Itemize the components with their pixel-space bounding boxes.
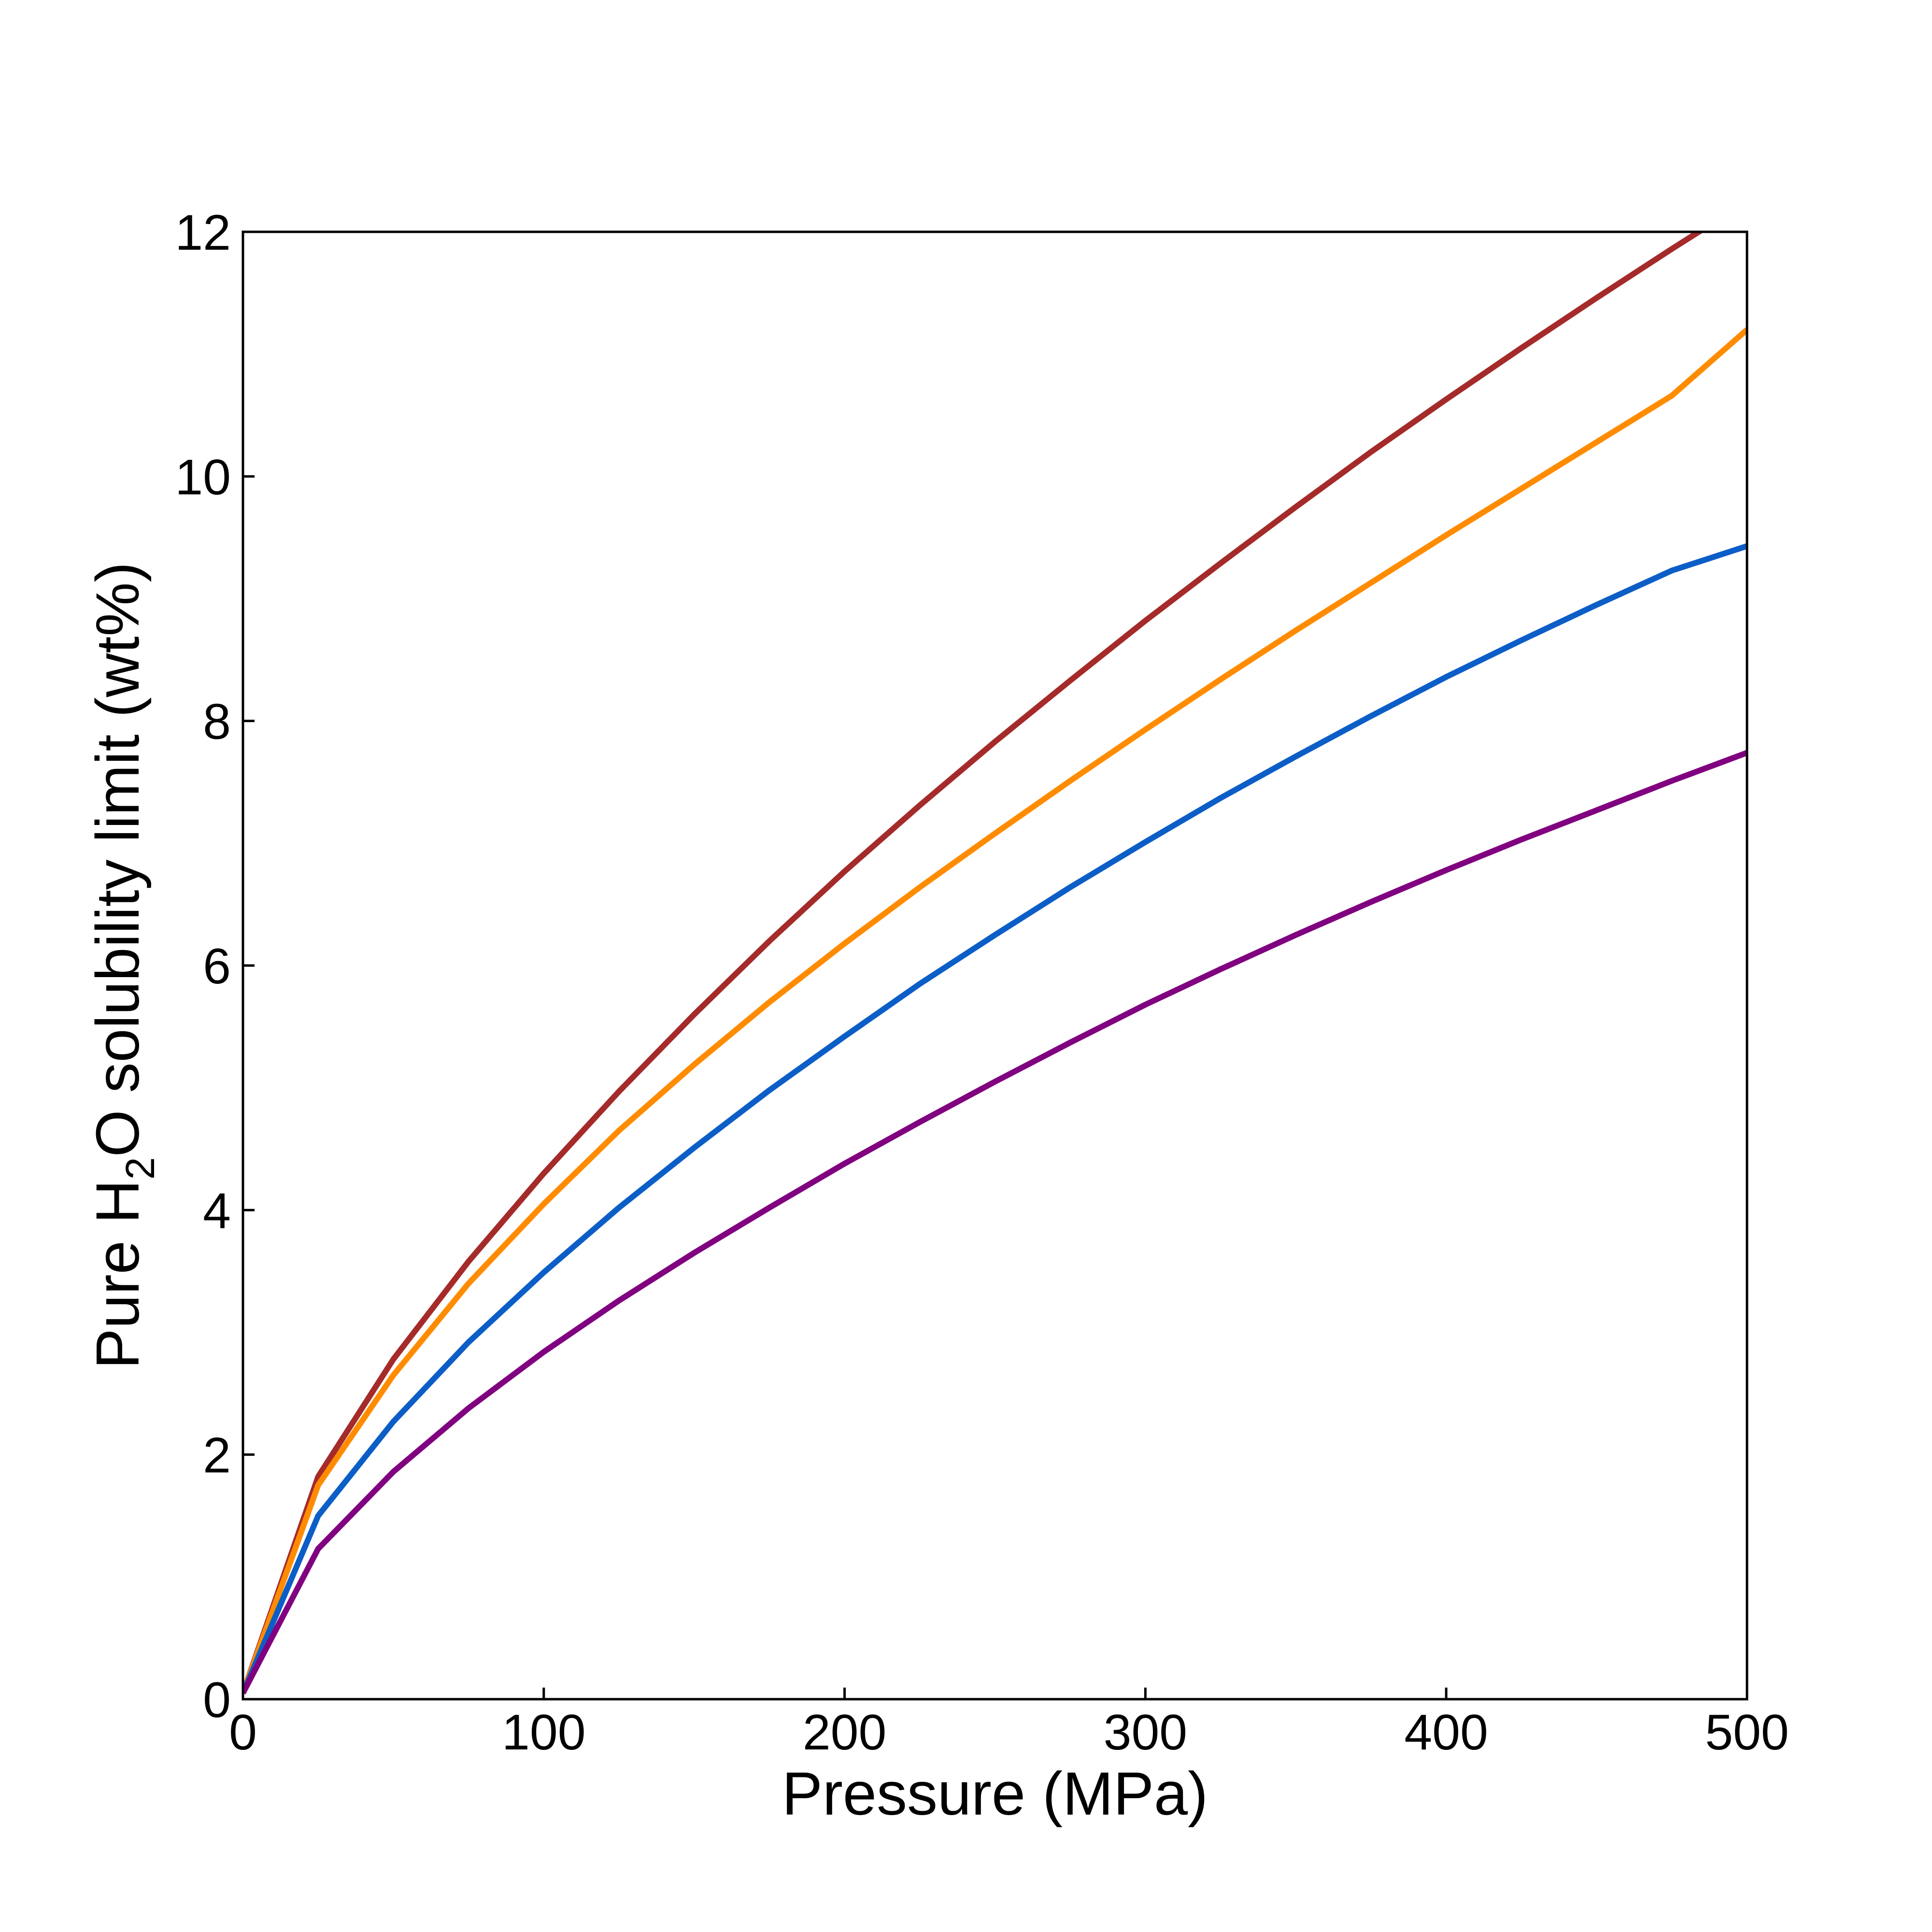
x-ticks: 0 100 200 300 400 500 <box>229 1688 1789 1761</box>
x-tick-label: 400 <box>1404 1705 1488 1761</box>
series-line-4 <box>243 750 1747 1695</box>
x-tick-label: 200 <box>803 1705 887 1761</box>
y-tick-label: 8 <box>203 694 231 750</box>
y-tick-label: 6 <box>203 938 231 994</box>
series-line-1 <box>243 232 1705 1694</box>
y-axis-title: Pure H2O solubility limit (wt%) <box>84 562 163 1369</box>
y-axis-title-subscript: 2 <box>117 1157 163 1180</box>
series-line-2 <box>243 327 1747 1694</box>
x-tick-label: 500 <box>1705 1705 1789 1761</box>
y-axis-title-prefix: Pure H <box>84 1179 152 1369</box>
y-tick-label: 0 <box>203 1672 231 1728</box>
x-tick-label: 300 <box>1104 1705 1188 1761</box>
y-tick-label: 10 <box>175 449 231 505</box>
y-tick-label: 4 <box>203 1183 231 1239</box>
y-axis-title-suffix: O solubility limit (wt%) <box>84 562 152 1157</box>
series-line-3 <box>243 543 1747 1694</box>
y-tick-label: 12 <box>175 205 231 261</box>
x-tick-label: 100 <box>502 1705 586 1761</box>
series-layer <box>243 232 1747 1695</box>
y-ticks: 0 2 4 6 8 10 12 <box>175 205 255 1728</box>
x-axis-title: Pressure (MPa) <box>782 1760 1208 1828</box>
y-tick-label: 2 <box>203 1428 231 1484</box>
x-tick-label: 0 <box>229 1705 257 1761</box>
